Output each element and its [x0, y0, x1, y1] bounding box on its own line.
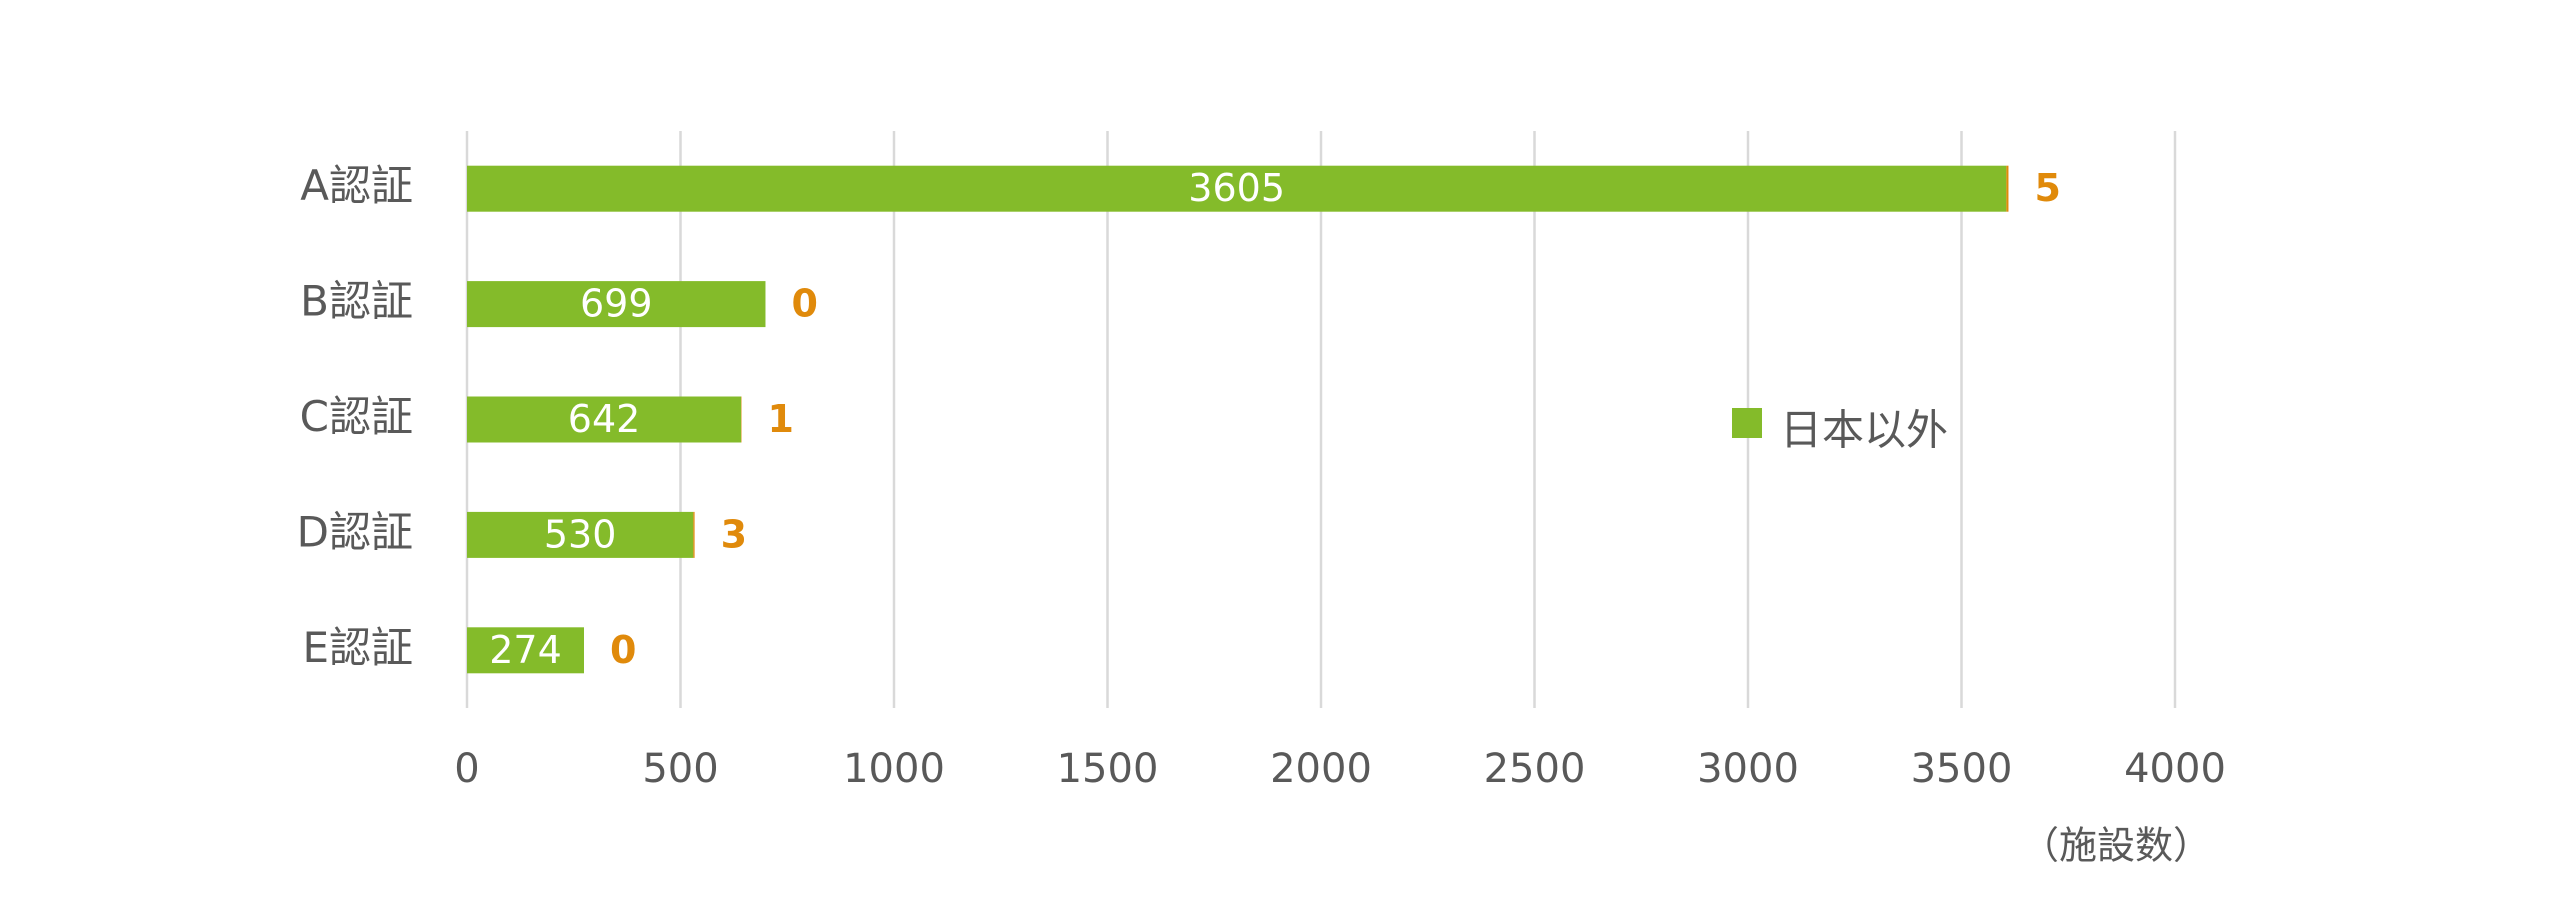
bar [467, 165, 2007, 212]
legend-label: 日本以外 [1780, 406, 1948, 455]
category-label: B認証 [300, 277, 413, 326]
value-label: 642 [568, 397, 641, 441]
category-label: C認証 [300, 392, 413, 441]
value-label: 3605 [1188, 166, 1285, 210]
x-tick-label: 0 [454, 746, 479, 792]
x-tick-label: 4000 [2124, 746, 2226, 792]
x-tick-label: 2000 [1270, 746, 1372, 792]
value-label: 3 [721, 512, 747, 556]
value-label: 1 [768, 397, 794, 441]
x-tick-label: 3000 [1697, 746, 1799, 792]
x-tick-label: 2500 [1484, 746, 1586, 792]
category-label: D認証 [297, 507, 413, 556]
bar [467, 281, 766, 328]
x-tick-label: 500 [642, 746, 718, 792]
value-label: 699 [580, 282, 653, 326]
value-label: 530 [544, 512, 617, 556]
bar [693, 511, 695, 558]
bar [467, 511, 694, 558]
category-label: A認証 [300, 161, 413, 210]
bar [467, 396, 742, 443]
legend-swatch [1732, 408, 1762, 438]
value-label: 274 [489, 628, 562, 672]
x-axis-label: （施設数） [2021, 824, 2211, 868]
x-tick-label: 1000 [843, 746, 945, 792]
x-tick-label: 3500 [1911, 746, 2013, 792]
value-label: 0 [610, 628, 636, 672]
category-label: E認証 [302, 623, 413, 672]
bar [467, 627, 584, 674]
x-tick-label: 1500 [1057, 746, 1159, 792]
value-label: 5 [2034, 166, 2060, 210]
bar [2006, 165, 2009, 212]
value-label: 0 [791, 282, 817, 326]
